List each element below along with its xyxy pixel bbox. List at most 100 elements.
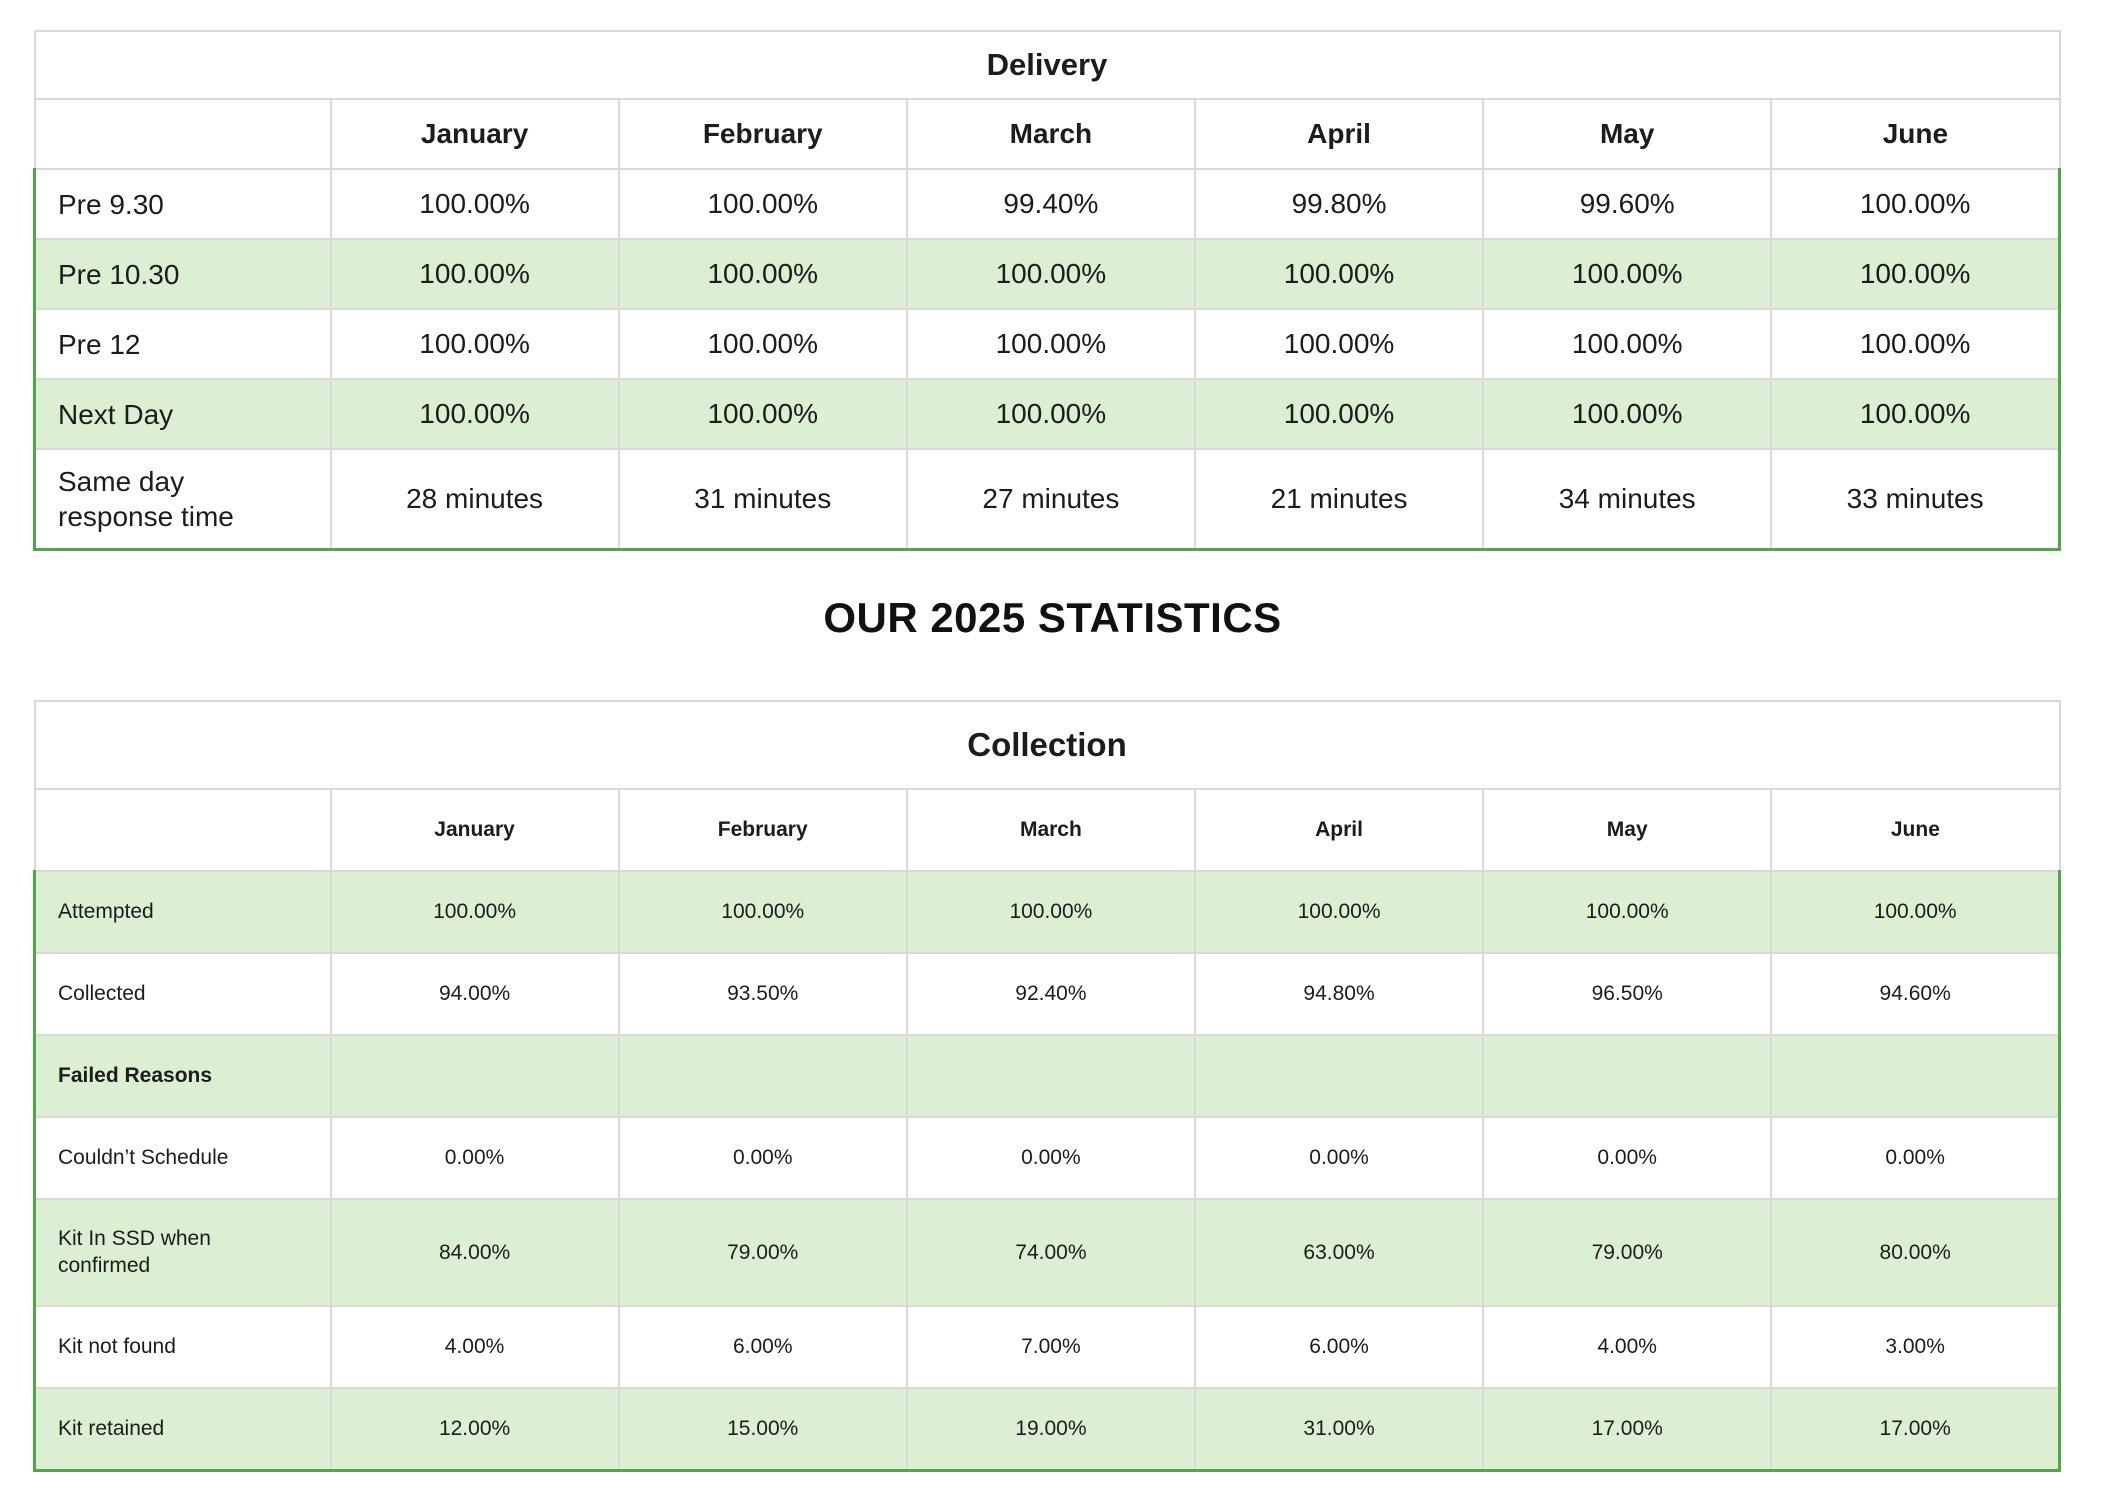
month-header: February	[617, 98, 908, 170]
month-header: March	[905, 98, 1196, 170]
row-label: Next Day	[33, 378, 332, 450]
value-cell: 99.60%	[1482, 168, 1773, 240]
value-cell: 94.60%	[1770, 952, 2062, 1036]
table-row: Failed Reasons	[33, 1034, 2062, 1118]
month-header: May	[1482, 98, 1773, 170]
value-cell: 0.00%	[1770, 1116, 2062, 1200]
value-cell: 74.00%	[905, 1198, 1196, 1307]
row-label: Kit not found	[33, 1305, 332, 1389]
value-cell: 31 minutes	[617, 448, 908, 551]
value-cell	[1193, 1034, 1485, 1118]
value-cell: 84.00%	[329, 1198, 620, 1307]
row-label: Kit retained	[33, 1387, 332, 1472]
value-cell: 100.00%	[1770, 168, 2062, 240]
table-row: Pre 9.30 100.00% 100.00% 99.40% 99.80% 99.60%…	[33, 168, 2062, 240]
value-cell: 19.00%	[905, 1387, 1196, 1472]
row-label: Collected	[33, 952, 332, 1036]
row-label: Attempted	[33, 870, 332, 954]
row-label: Same day response time	[33, 448, 332, 551]
value-cell: 80.00%	[1770, 1198, 2062, 1307]
page-heading: OUR 2025 STATISTICS	[823, 594, 1282, 641]
delivery-table-section: Delivery January February March April May June…	[33, 30, 2062, 551]
value-cell: 0.00%	[1482, 1116, 1773, 1200]
value-cell: 6.00%	[1193, 1305, 1485, 1389]
value-cell: 96.50%	[1482, 952, 1773, 1036]
value-cell: 100.00%	[905, 308, 1196, 380]
month-header-row: January February March April May June	[33, 788, 2061, 872]
table-row: Attempted 100.00% 100.00% 100.00% 100.00% 100…	[33, 870, 2062, 954]
month-header: June	[1770, 98, 2061, 170]
table-title: Collection	[33, 700, 2061, 790]
value-cell: 100.00%	[329, 308, 620, 380]
table-row: Kit retained 12.00% 15.00% 19.00% 31.00% 17.0…	[33, 1387, 2062, 1472]
value-cell: 93.50%	[617, 952, 908, 1036]
value-cell: 100.00%	[905, 378, 1196, 450]
month-header: March	[905, 788, 1196, 872]
table-title-row: Delivery	[33, 30, 2061, 100]
table-row: Same day response time 28 minutes 31 minut…	[33, 448, 2062, 551]
value-cell: 100.00%	[905, 238, 1196, 310]
row-label: Couldn’t Schedule	[33, 1116, 332, 1200]
table-row: Pre 12 100.00% 100.00% 100.00% 100.00% 100.00…	[33, 308, 2062, 380]
value-cell: 99.80%	[1193, 168, 1485, 240]
table-row: Couldn’t Schedule 0.00% 0.00% 0.00% 0.00% 0.0…	[33, 1116, 2062, 1200]
value-cell: 12.00%	[329, 1387, 620, 1472]
value-cell: 7.00%	[905, 1305, 1196, 1389]
table-row: Kit not found 4.00% 6.00% 7.00% 6.00% 4.00% 3.…	[33, 1305, 2062, 1389]
value-cell: 4.00%	[1482, 1305, 1773, 1389]
value-cell	[1770, 1034, 2062, 1118]
value-cell: 100.00%	[1482, 870, 1773, 954]
value-cell: 100.00%	[1193, 238, 1485, 310]
value-cell: 6.00%	[617, 1305, 908, 1389]
month-header: January	[329, 98, 620, 170]
value-cell: 17.00%	[1482, 1387, 1773, 1472]
month-header: January	[329, 788, 620, 872]
value-cell: 4.00%	[329, 1305, 620, 1389]
value-cell: 34 minutes	[1482, 448, 1773, 551]
value-cell: 100.00%	[1770, 238, 2062, 310]
row-label: Failed Reasons	[33, 1034, 332, 1118]
value-cell: 100.00%	[617, 168, 908, 240]
value-cell: 100.00%	[1770, 308, 2062, 380]
value-cell: 63.00%	[1193, 1198, 1485, 1307]
value-cell: 100.00%	[329, 378, 620, 450]
value-cell	[617, 1034, 908, 1118]
value-cell: 0.00%	[617, 1116, 908, 1200]
value-cell: 99.40%	[905, 168, 1196, 240]
value-cell: 100.00%	[1482, 238, 1773, 310]
corner-cell	[33, 788, 332, 872]
value-cell: 28 minutes	[329, 448, 620, 551]
value-cell: 100.00%	[617, 308, 908, 380]
value-cell: 100.00%	[617, 378, 908, 450]
value-cell: 94.00%	[329, 952, 620, 1036]
table-title-row: Collection	[33, 700, 2061, 790]
value-cell: 100.00%	[329, 168, 620, 240]
table-row: Kit In SSD when confirmed 84.00% 79.00% 74.…	[33, 1198, 2062, 1307]
value-cell: 17.00%	[1770, 1387, 2062, 1472]
month-header: April	[1193, 788, 1485, 872]
value-cell	[329, 1034, 620, 1118]
table-row: Next Day 100.00% 100.00% 100.00% 100.00% 100.…	[33, 378, 2062, 450]
value-cell: 92.40%	[905, 952, 1196, 1036]
row-label: Kit In SSD when confirmed	[33, 1198, 332, 1307]
value-cell: 33 minutes	[1770, 448, 2062, 551]
delivery-table: Delivery January February March April May June…	[33, 30, 2062, 551]
row-label: Pre 12	[33, 308, 332, 380]
table-row: Collected 94.00% 93.50% 92.40% 94.80% 96.50% 9…	[33, 952, 2062, 1036]
value-cell: 21 minutes	[1193, 448, 1485, 551]
value-cell: 79.00%	[617, 1198, 908, 1307]
value-cell: 100.00%	[617, 870, 908, 954]
value-cell: 79.00%	[1482, 1198, 1773, 1307]
value-cell: 100.00%	[329, 238, 620, 310]
month-header: May	[1482, 788, 1773, 872]
collection-table-section: Collection January February March April May Ju…	[33, 700, 2062, 1472]
value-cell: 27 minutes	[905, 448, 1196, 551]
month-header-row: January February March April May June	[33, 98, 2061, 170]
row-label: Pre 10.30	[33, 238, 332, 310]
table-title: Delivery	[33, 30, 2061, 100]
collection-table: Collection January February March April May Ju…	[33, 700, 2062, 1472]
value-cell	[905, 1034, 1196, 1118]
value-cell: 100.00%	[329, 870, 620, 954]
value-cell: 100.00%	[1193, 378, 1485, 450]
